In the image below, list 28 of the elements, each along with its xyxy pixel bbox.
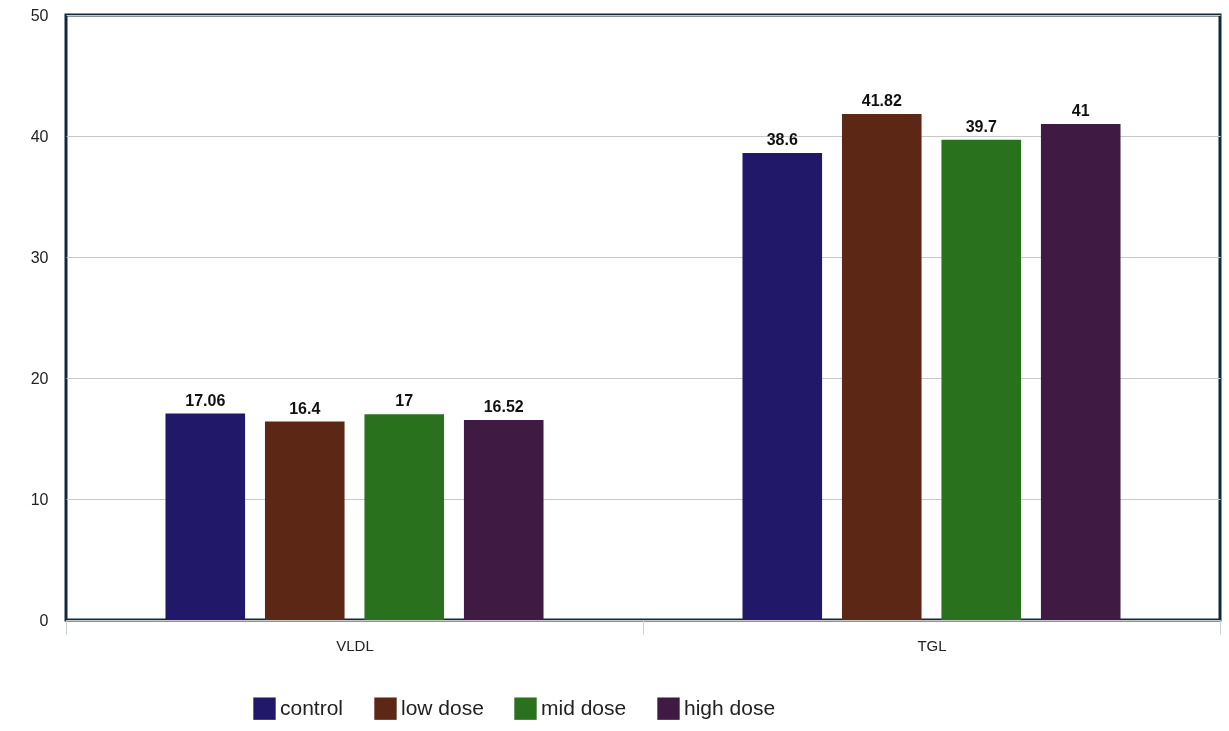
bar [742,152,823,620]
bar [264,421,345,620]
data-label: 17 [395,392,414,410]
y-tick-label: 0 [39,611,49,629]
bar [165,413,246,620]
y-tick-label: 20 [30,369,49,387]
bar [941,139,1022,620]
y-tick-label: 30 [30,248,49,266]
x-tick-label: TGL [917,636,947,654]
bar [364,414,445,620]
legend-label: low dose [401,695,484,719]
bar [1040,123,1121,620]
x-tick-label: VLDL [336,636,374,654]
legend-label: control [280,695,344,719]
data-label: 39.7 [965,117,997,135]
y-tick-label: 40 [30,127,49,145]
data-label: 41 [1071,101,1090,119]
data-label: 41.82 [861,91,902,109]
data-label: 16.52 [483,398,524,416]
bar [463,420,544,620]
y-tick-label: 50 [30,6,49,24]
data-label: 16.4 [289,399,321,417]
legend-label: mid dose [541,695,627,719]
data-label: 17.06 [185,391,226,409]
y-tick-label: 10 [30,490,49,508]
legend-label: high dose [684,695,776,719]
data-label: 38.6 [766,130,798,148]
bar [841,113,922,620]
